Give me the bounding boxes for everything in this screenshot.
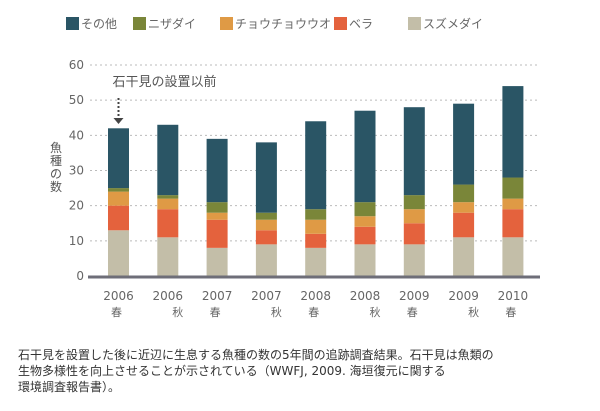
caption-line: 生物多様性を向上させることが示されている（WWFJ, 2009. 海垣復元に関す… bbox=[18, 364, 446, 378]
bar-segment bbox=[403, 209, 425, 224]
y-tick-label: 20 bbox=[69, 199, 84, 213]
bar-segment bbox=[354, 216, 376, 227]
bar-segment bbox=[108, 128, 129, 189]
bar-segment bbox=[502, 177, 524, 199]
bar-segment bbox=[354, 226, 376, 245]
bar-segment bbox=[502, 237, 524, 276]
bar-segment bbox=[255, 244, 277, 276]
bar-segment bbox=[157, 195, 179, 199]
bar-segment bbox=[206, 212, 228, 220]
bar-segment bbox=[255, 142, 277, 213]
legend-label: ベラ bbox=[349, 17, 373, 31]
bar-segment bbox=[502, 209, 524, 238]
y-axis-label: の bbox=[50, 167, 62, 181]
bar-segment bbox=[354, 110, 376, 203]
bar-segment bbox=[453, 202, 475, 213]
y-axis-label: 種 bbox=[50, 154, 62, 168]
bar-segment bbox=[305, 219, 327, 234]
x-tick-season: 春 bbox=[505, 306, 516, 319]
bar-segment bbox=[403, 223, 425, 245]
caption: 石干見を設置した後に近辺に生息する魚種の数の5年間の追跡調査結果。石干見は魚類の… bbox=[18, 347, 588, 395]
x-tick-season: 春 bbox=[210, 306, 221, 319]
bar-segment bbox=[157, 124, 179, 196]
legend-label: その他 bbox=[81, 17, 117, 31]
bar-segment bbox=[255, 219, 277, 231]
stacked-bar-chart: 0 10 20 30 40 50 60 魚種の数 その他 ニザダイ チョウチョウウオ ベラ スズメダイ 2… bbox=[50, 16, 540, 319]
bar-segment bbox=[453, 237, 475, 276]
legend-label: ニザダイ bbox=[148, 16, 196, 31]
legend-swatch bbox=[66, 17, 79, 30]
y-axis-label: 魚 bbox=[50, 141, 62, 155]
legend-label: スズメダイ bbox=[423, 16, 483, 31]
bar-segment bbox=[108, 205, 129, 231]
x-tick-season: 秋 bbox=[271, 305, 282, 319]
y-tick-label: 50 bbox=[69, 93, 84, 107]
y-tick-label: 40 bbox=[69, 128, 84, 142]
x-tick-season: 秋 bbox=[172, 305, 183, 319]
bar-segment bbox=[108, 188, 129, 192]
bar-segment bbox=[305, 247, 327, 276]
bar-segment bbox=[255, 212, 277, 220]
bar-segment bbox=[108, 191, 129, 206]
bar-segment bbox=[453, 184, 475, 203]
bar-segment bbox=[157, 198, 179, 210]
bar-segment bbox=[502, 86, 524, 178]
x-tick-year: 2009 bbox=[399, 289, 430, 303]
bar-segment bbox=[354, 202, 376, 217]
legend-label: チョウチョウウオ bbox=[235, 17, 331, 31]
x-tick-year: 2008 bbox=[350, 289, 381, 303]
legend-swatch bbox=[334, 17, 347, 30]
bar-segment bbox=[403, 107, 425, 196]
x-tick-season: 秋 bbox=[370, 305, 381, 319]
y-tick-label: 10 bbox=[69, 234, 84, 248]
bar-segment bbox=[157, 209, 179, 238]
annotation-arrow-head-icon bbox=[113, 118, 124, 124]
x-tick-year: 2007 bbox=[251, 289, 282, 303]
bar-segment bbox=[305, 121, 327, 210]
x-tick-season: 秋 bbox=[468, 305, 479, 319]
x-tick-season: 春 bbox=[308, 306, 319, 319]
bar-segment bbox=[108, 230, 129, 276]
x-tick-year: 2006 bbox=[103, 289, 134, 303]
x-tick-year: 2008 bbox=[300, 289, 331, 303]
x-tick-year: 2010 bbox=[498, 289, 529, 303]
bar-segment bbox=[255, 230, 277, 245]
bar-segment bbox=[206, 138, 228, 203]
bar-segment bbox=[157, 237, 179, 276]
bar-segment bbox=[403, 244, 425, 276]
bar-segment bbox=[354, 244, 376, 276]
x-tick-year: 2009 bbox=[448, 289, 479, 303]
legend-swatch bbox=[408, 17, 421, 30]
x-tick-season: 春 bbox=[111, 306, 122, 319]
y-tick-label: 60 bbox=[69, 58, 84, 72]
bar-segment bbox=[453, 103, 475, 185]
x-tick-year: 2006 bbox=[153, 289, 184, 303]
legend-swatch bbox=[220, 17, 233, 30]
bar-segment bbox=[305, 209, 327, 220]
y-tick-label: 0 bbox=[76, 269, 84, 283]
bar-segment bbox=[305, 233, 327, 248]
y-tick-label: 30 bbox=[69, 164, 84, 178]
y-axis-label: 数 bbox=[50, 179, 62, 194]
caption-line: 石干見を設置した後に近辺に生息する魚種の数の5年間の追跡調査結果。石干見は魚類の bbox=[18, 348, 494, 362]
caption-line: 環境調査報告書）。 bbox=[18, 380, 121, 394]
bar-segment bbox=[206, 202, 228, 213]
legend-swatch bbox=[133, 17, 146, 30]
annotation-label: 石干見の設置以前 bbox=[113, 74, 217, 90]
x-tick-season: 春 bbox=[407, 306, 418, 319]
bar-segment bbox=[453, 212, 475, 238]
bar-segment bbox=[206, 219, 228, 248]
bar-segment bbox=[403, 195, 425, 210]
bar-segment bbox=[502, 198, 524, 210]
bar-segment bbox=[206, 247, 228, 276]
x-tick-year: 2007 bbox=[202, 289, 233, 303]
